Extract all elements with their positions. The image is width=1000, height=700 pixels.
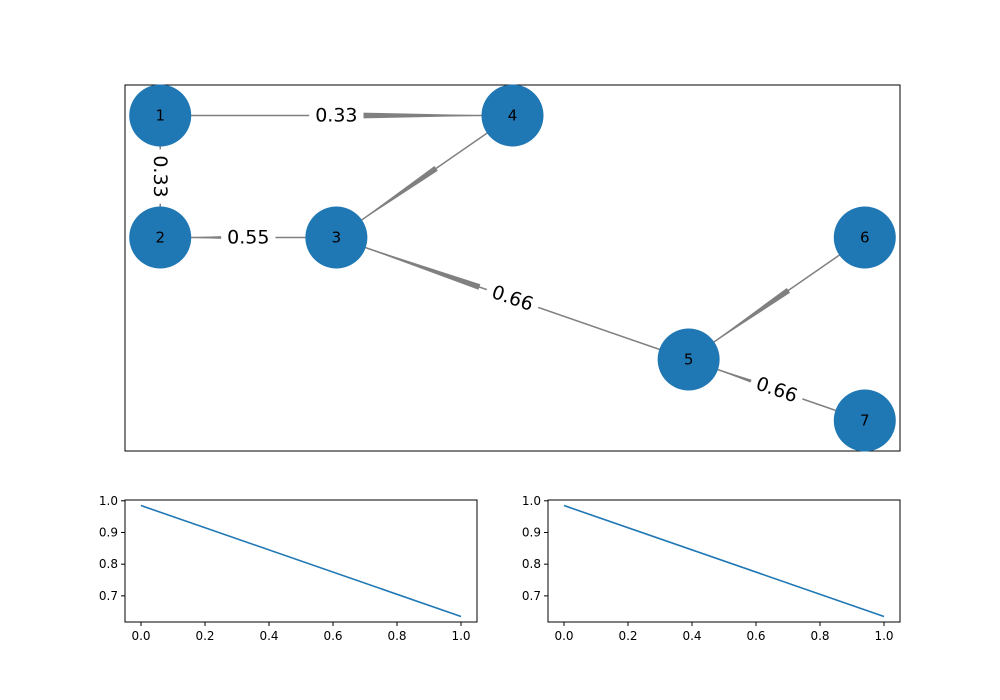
node-4: 4: [481, 84, 544, 147]
node-label: 1: [155, 107, 165, 125]
x-tick-label: 0.2: [618, 629, 637, 643]
node-label: 6: [860, 229, 870, 247]
network-nodes: 1 2 3 4 5 6 7: [129, 84, 896, 452]
node-label: 4: [508, 107, 518, 125]
y-tick-label: 0.7: [99, 589, 118, 603]
node-circle: [129, 206, 192, 269]
x-tick-label: 0.6: [323, 629, 342, 643]
edge-label-background: [482, 277, 543, 320]
x-tick-label: 1.0: [451, 629, 470, 643]
edge-label-text: 0.55: [227, 227, 269, 249]
y-tick-label: 0.9: [99, 525, 118, 539]
x-tick-label: 0.4: [682, 629, 701, 643]
node-circle: [481, 84, 544, 147]
node-circle: [129, 84, 192, 147]
node-5: 5: [657, 328, 720, 391]
node-circle: [657, 328, 720, 391]
x-tick-label: 0.2: [195, 629, 214, 643]
edge-label-background: [746, 368, 807, 412]
y-tick-label: 0.8: [522, 557, 541, 571]
node-6: 6: [833, 206, 896, 269]
edge-label-1-2: 0.33: [147, 149, 174, 204]
line-plot-right: 0.0 0.2 0.4 0.6 0.8 1.0 0.7 0.8 0.9 1.0: [522, 494, 901, 643]
x-tick-label: 0.0: [131, 629, 150, 643]
node-circle: [833, 206, 896, 269]
node-1: 1: [129, 84, 192, 147]
series-line: [140, 504, 462, 618]
y-tick-label: 0.7: [522, 589, 541, 603]
y-tick-label: 1.0: [522, 494, 541, 508]
x-tick-label: 0.0: [554, 629, 573, 643]
y-tick-label: 1.0: [99, 494, 118, 508]
node-7: 7: [833, 389, 896, 452]
node-circle: [305, 206, 368, 269]
edge-label-background: [221, 224, 276, 251]
node-label: 3: [332, 229, 342, 247]
node-label: 7: [860, 412, 870, 430]
edge-arrow-4-3: [361, 165, 438, 221]
x-tick-label: 1.0: [874, 629, 893, 643]
node-3: 3: [305, 206, 368, 269]
y-tick-label: 0.9: [522, 525, 541, 539]
node-label: 5: [684, 351, 694, 369]
x-tick-label: 0.8: [387, 629, 406, 643]
node-circle: [833, 389, 896, 452]
edge-label-3-2: 0.55: [221, 224, 276, 251]
edge-label-1-4: 0.33: [309, 102, 364, 129]
plot-frame: [547, 499, 901, 623]
edge-label-background: [147, 149, 174, 204]
line-plot-left: 0.0 0.2 0.4 0.6 0.8 1.0 0.7 0.8 0.9 1.0: [99, 494, 478, 643]
x-tick-label: 0.4: [259, 629, 278, 643]
y-tick-label: 0.8: [99, 557, 118, 571]
x-tick-label: 0.8: [810, 629, 829, 643]
x-tick-label: 0.6: [746, 629, 765, 643]
node-2: 2: [129, 206, 192, 269]
plot-frame: [124, 499, 478, 623]
edge-arrow-5-3: [365, 247, 481, 290]
edge-label-text: 0.33: [315, 105, 357, 127]
edge-label-text: 0.33: [149, 155, 171, 197]
node-label: 2: [155, 229, 165, 247]
edge-arrow-6-5: [713, 287, 791, 343]
series-line: [563, 504, 885, 618]
edge-label-background: [309, 102, 364, 129]
